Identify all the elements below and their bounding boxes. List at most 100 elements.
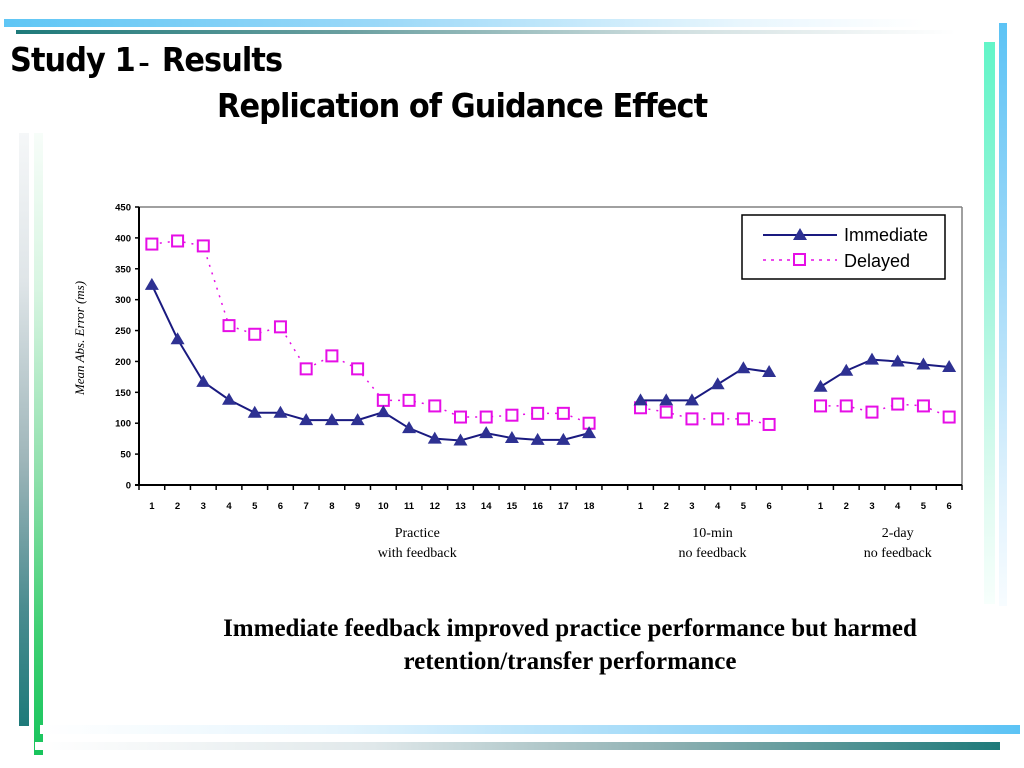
- data-point-immediate: [144, 277, 159, 290]
- data-point-delayed: [762, 417, 776, 431]
- x-tick-label: 4: [226, 501, 232, 512]
- y-tick-label: 350: [115, 264, 131, 275]
- data-point-immediate: [736, 361, 751, 374]
- x-tick-label: 5: [741, 501, 747, 512]
- title-dash: –: [138, 49, 149, 77]
- x-tick-label: 14: [481, 501, 492, 512]
- group-sublabel-practice: with feedback: [378, 546, 457, 561]
- x-tick-label: 3: [201, 501, 206, 512]
- series-line-immediate-practice: [150, 284, 590, 442]
- data-point-immediate: [890, 354, 905, 367]
- data-point-delayed: [351, 362, 365, 376]
- bottom-accent-bar-blue: [40, 725, 1020, 734]
- slide-subtitle: Replication of Guidance Effect: [217, 86, 708, 125]
- x-tick-label: 2: [175, 501, 180, 512]
- data-point-immediate: [453, 433, 468, 446]
- data-point-delayed: [659, 405, 673, 419]
- x-tick-label: 10: [378, 501, 389, 512]
- data-point-delayed: [479, 410, 493, 424]
- data-point-immediate: [813, 379, 828, 392]
- group-sublabel-ten-min: no feedback: [679, 546, 747, 561]
- data-point-delayed: [222, 319, 236, 333]
- data-point-delayed: [376, 393, 390, 407]
- data-point-delayed: [325, 349, 339, 363]
- data-point-immediate: [556, 432, 571, 445]
- x-tick-label: 7: [304, 501, 309, 512]
- y-tick-label: 0: [126, 481, 131, 492]
- top-accent-bar-teal: [16, 30, 956, 34]
- data-point-delayed: [685, 412, 699, 426]
- data-point-delayed: [145, 237, 159, 251]
- data-point-delayed: [196, 239, 210, 253]
- x-tick-label: 2: [664, 501, 669, 512]
- x-tick-label: 6: [766, 501, 771, 512]
- x-tick-label: 5: [921, 501, 927, 512]
- data-point-immediate: [350, 413, 365, 426]
- x-tick-label: 8: [329, 501, 334, 512]
- data-point-immediate: [582, 426, 597, 439]
- title-study: Study 1: [10, 40, 136, 79]
- x-tick-label: 4: [715, 501, 721, 512]
- slide-caption: Immediate feedback improved practice per…: [223, 615, 917, 675]
- x-tick-label: 17: [558, 501, 569, 512]
- data-point-immediate: [324, 413, 339, 426]
- data-point-immediate: [402, 421, 417, 434]
- data-point-immediate: [710, 377, 725, 390]
- x-tick-label: 1: [638, 501, 644, 512]
- data-point-immediate: [299, 413, 314, 426]
- data-point-immediate: [864, 352, 879, 365]
- x-tick-label: 6: [278, 501, 283, 512]
- data-point-immediate: [633, 393, 648, 406]
- data-point-immediate: [942, 360, 957, 373]
- legend: Immediate Delayed: [741, 214, 946, 280]
- data-point-delayed: [839, 399, 853, 413]
- legend-immediate-triangle-icon: [793, 228, 807, 240]
- y-axis: 0 50 100 150 200 250 300 350 400 450: [115, 203, 140, 492]
- y-tick-label: 450: [115, 203, 131, 214]
- left-accent-bar-green: [34, 133, 43, 755]
- x-tick-label: 13: [455, 501, 466, 512]
- data-point-immediate: [376, 405, 391, 418]
- x-tick-label: 18: [584, 501, 595, 512]
- series-layer: [144, 234, 957, 446]
- series-line-immediate-two-day: [820, 358, 950, 388]
- group-label-practice: Practice: [395, 526, 440, 541]
- data-point-immediate: [170, 332, 185, 345]
- y-tick-label: 400: [115, 233, 131, 244]
- data-point-delayed: [814, 399, 828, 413]
- legend-delayed-label: Delayed: [844, 251, 910, 271]
- data-point-delayed: [942, 410, 956, 424]
- data-point-immediate: [916, 357, 931, 370]
- data-point-delayed: [428, 399, 442, 413]
- group-label-two-day: 2-day: [882, 526, 914, 541]
- x-tick-label: 1: [818, 501, 824, 512]
- right-accent-bar-mint: [984, 42, 995, 604]
- data-point-delayed: [171, 234, 185, 248]
- data-point-immediate: [684, 393, 699, 406]
- data-point-immediate: [479, 426, 494, 439]
- y-tick-label: 300: [115, 295, 131, 306]
- y-tick-label: 150: [115, 388, 131, 399]
- group-sublabel-two-day: no feedback: [864, 546, 932, 561]
- data-point-delayed: [299, 362, 313, 376]
- data-point-delayed: [556, 406, 570, 420]
- left-accent-bar-teal: [19, 133, 29, 726]
- data-point-immediate: [273, 405, 288, 418]
- x-tick-label: 6: [946, 501, 951, 512]
- x-tick-label: 11: [404, 501, 415, 512]
- x-tick-label: 16: [532, 501, 543, 512]
- data-point-delayed: [865, 405, 879, 419]
- top-accent-bar-blue: [4, 19, 924, 27]
- data-point-delayed: [402, 393, 416, 407]
- data-point-immediate: [762, 364, 777, 377]
- y-axis-label: Mean Abs. Error (ms): [72, 281, 87, 396]
- x-tick-label: 9: [355, 501, 360, 512]
- group-labels: Practice with feedback 10-min no feedback 2-…: [378, 526, 932, 561]
- slide-title: Study 1– Results: [10, 40, 283, 79]
- plot-frame: [139, 206, 963, 485]
- legend-box: [741, 214, 946, 280]
- legend-immediate-label: Immediate: [844, 225, 928, 245]
- data-point-delayed: [273, 320, 287, 334]
- data-point-delayed: [531, 406, 545, 420]
